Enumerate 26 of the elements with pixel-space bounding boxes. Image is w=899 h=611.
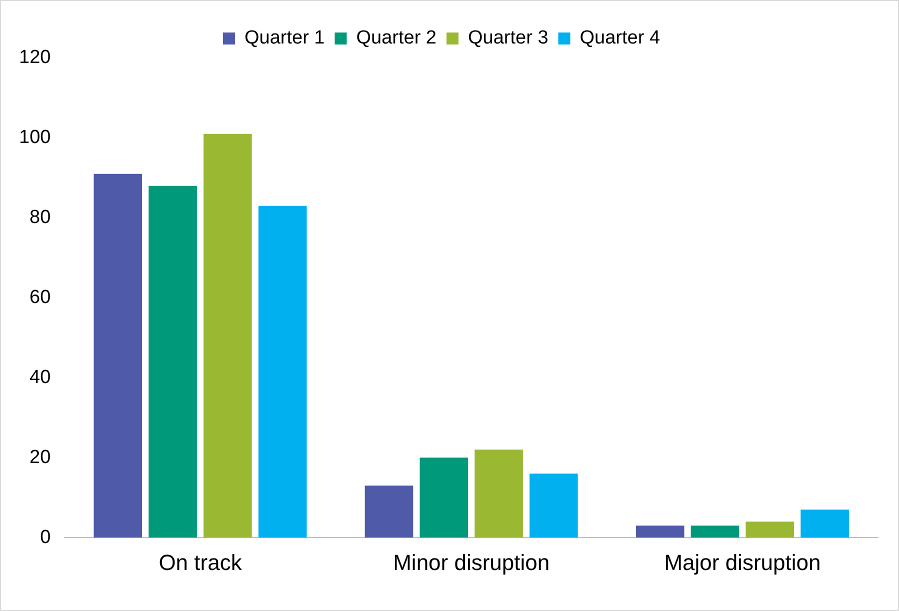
bar xyxy=(420,458,468,538)
bar xyxy=(148,186,197,538)
y-tick-label: 0 xyxy=(40,526,51,548)
bar xyxy=(746,522,794,538)
y-tick-label: 80 xyxy=(30,207,51,228)
x-tick-label: Major disruption xyxy=(664,550,821,575)
bar xyxy=(364,486,414,538)
legend-label: Quarter 2 xyxy=(356,28,437,49)
y-tick-label: 60 xyxy=(30,287,51,308)
bar xyxy=(636,526,684,538)
y-tick-label: 20 xyxy=(30,446,51,468)
bar xyxy=(258,206,307,538)
legend-label: Quarter 4 xyxy=(580,28,660,49)
legend-label: Quarter 1 xyxy=(244,28,325,49)
x-tick-label: Minor disruption xyxy=(393,550,550,575)
bar xyxy=(94,174,142,538)
y-tick-label: 40 xyxy=(30,366,51,388)
bar xyxy=(204,134,252,538)
bar xyxy=(690,526,740,538)
bar xyxy=(474,450,523,538)
y-tick-label: 100 xyxy=(19,127,51,148)
x-tick-label: On track xyxy=(158,550,243,575)
bar xyxy=(530,474,578,538)
legend-label: Quarter 3 xyxy=(468,28,548,49)
bar xyxy=(800,510,849,538)
y-tick-label: 120 xyxy=(19,47,51,68)
